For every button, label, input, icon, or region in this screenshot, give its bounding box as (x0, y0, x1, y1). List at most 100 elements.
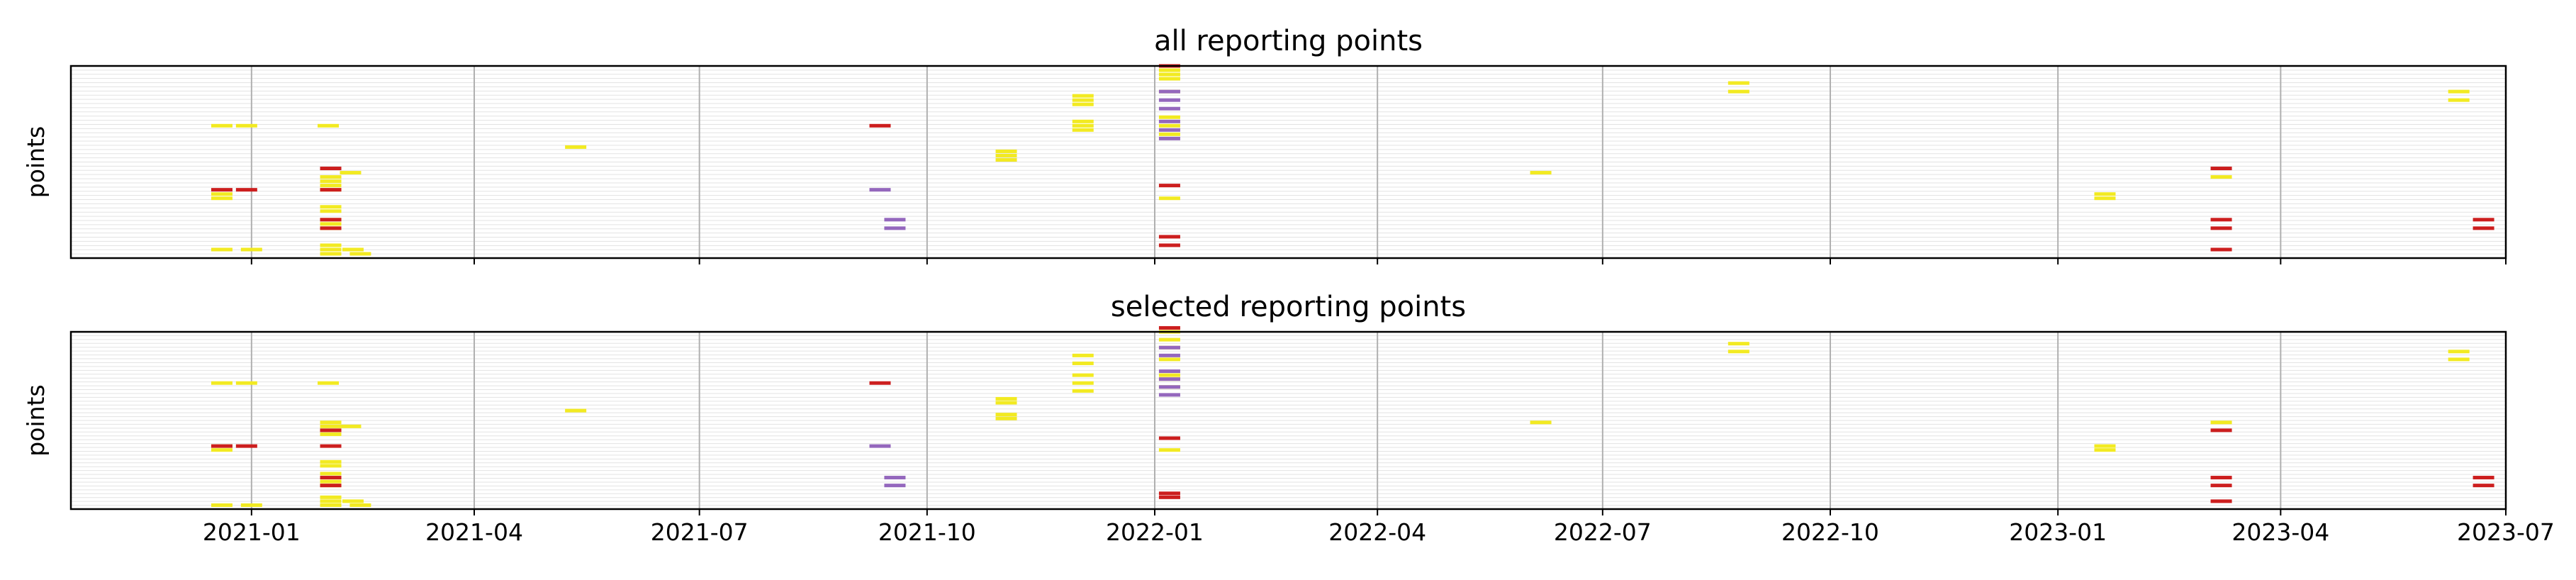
marker-yellow (2094, 448, 2116, 452)
y-axis-label: points (22, 384, 50, 456)
marker-yellow (320, 179, 342, 184)
marker-yellow (1072, 373, 1094, 377)
marker-yellow (320, 495, 342, 499)
marker-red (2210, 428, 2232, 433)
marker-red (1158, 184, 1180, 188)
marker-red (2473, 226, 2494, 230)
marker-purple (869, 444, 891, 448)
x-tick-label: 2023-04 (2231, 518, 2329, 546)
marker-yellow (320, 424, 342, 428)
marker-red (869, 123, 891, 128)
marker-red (320, 428, 342, 433)
marker-purple (884, 484, 906, 488)
marker-yellow (2448, 89, 2470, 94)
marker-yellow (1727, 342, 1749, 346)
marker-yellow (2094, 196, 2116, 201)
marker-yellow (1158, 68, 1180, 72)
marker-yellow (318, 123, 340, 128)
marker-yellow (342, 247, 364, 252)
marker-yellow (1530, 171, 1552, 175)
marker-yellow (320, 459, 342, 464)
marker-yellow (1727, 89, 1749, 94)
marker-red (2210, 476, 2232, 480)
marker-yellow (1727, 81, 1749, 85)
marker-yellow (342, 499, 364, 503)
marker-yellow (2448, 350, 2470, 354)
marker-yellow (2210, 420, 2232, 425)
x-tick-label: 2022-04 (1328, 518, 1426, 546)
marker-yellow (1158, 115, 1180, 119)
marker-purple (1158, 353, 1180, 357)
marker-purple (1158, 345, 1180, 350)
marker-yellow (240, 247, 262, 252)
marker-purple (1158, 393, 1180, 397)
marker-yellow (320, 209, 342, 213)
marker-yellow (1158, 196, 1180, 201)
marker-yellow (1158, 123, 1180, 128)
marker-yellow (320, 503, 342, 507)
plot-frame (69, 330, 2507, 511)
marker-red (2210, 484, 2232, 488)
marker-yellow (565, 408, 587, 413)
marker-yellow (320, 247, 342, 252)
marker-yellow (340, 424, 362, 428)
marker-yellow (1072, 98, 1094, 102)
x-tick-label: 2022-01 (1106, 518, 1204, 546)
marker-yellow (1072, 353, 1094, 357)
marker-yellow (340, 171, 362, 175)
marker-red (320, 188, 342, 192)
marker-yellow (995, 153, 1017, 157)
marker-red (320, 226, 342, 230)
marker-yellow (1530, 420, 1552, 425)
x-tick-label: 2021-04 (425, 518, 523, 546)
marker-yellow (211, 503, 233, 507)
marker-yellow (1158, 373, 1180, 377)
marker-yellow (211, 381, 233, 385)
marker-yellow (2210, 175, 2232, 179)
marker-red (320, 484, 342, 488)
chart-title: selected reporting points (1111, 291, 1466, 323)
marker-yellow (1158, 132, 1180, 136)
x-tick-label: 2021-07 (651, 518, 749, 546)
marker-red (1158, 243, 1180, 247)
marker-yellow (320, 499, 342, 503)
panel-selected-reporting-points: 2021-01 2021-04 2021-07 2021-10 2022-01 2022-… (22, 291, 2555, 546)
marker-red (320, 218, 342, 222)
marker-red (235, 188, 257, 192)
marker-yellow (211, 448, 233, 452)
marker-yellow (2448, 98, 2470, 102)
marker-yellow (320, 252, 342, 256)
marker-yellow (995, 396, 1017, 401)
y-axis-label: points (22, 126, 50, 198)
marker-red (1158, 235, 1180, 239)
marker-yellow (349, 503, 371, 507)
x-tick-label: 2022-10 (1781, 518, 1879, 546)
marker-purple (884, 218, 906, 222)
marker-red (320, 444, 342, 448)
marker-yellow (320, 222, 342, 226)
chart-title: all reporting points (1154, 25, 1423, 57)
marker-yellow (318, 381, 340, 385)
marker-red (1158, 495, 1180, 499)
marker-red (211, 188, 233, 192)
marker-yellow (1727, 350, 1749, 354)
marker-yellow (1072, 128, 1094, 132)
marker-yellow (1072, 381, 1094, 385)
marker-yellow (320, 472, 342, 476)
marker-yellow (320, 184, 342, 188)
marker-red (1158, 325, 1180, 330)
marker-purple (1158, 128, 1180, 132)
marker-yellow (349, 252, 371, 256)
marker-red (1158, 491, 1180, 496)
marker-yellow (320, 205, 342, 209)
marker-yellow (211, 123, 233, 128)
marker-red (2473, 218, 2494, 222)
marker-yellow (995, 157, 1017, 162)
marker-purple (1158, 385, 1180, 389)
marker-yellow (1072, 119, 1094, 123)
marker-yellow (320, 464, 342, 468)
marker-yellow (1158, 357, 1180, 362)
marker-yellow (1158, 338, 1180, 342)
plot-frame (69, 65, 2507, 260)
